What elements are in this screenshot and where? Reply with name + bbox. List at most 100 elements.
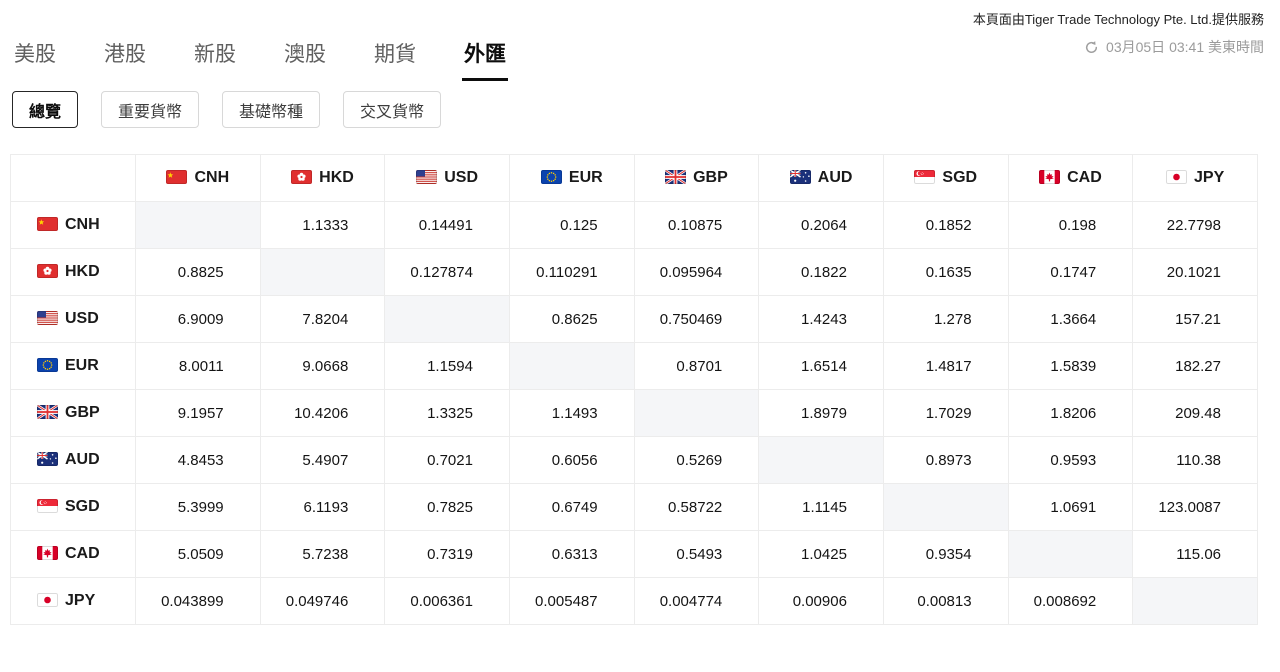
tab-futures[interactable]: 期貨 (374, 43, 416, 66)
rate-cnh-aud[interactable]: 0.2064 (758, 201, 884, 249)
rate-gbp-cad[interactable]: 1.8206 (1007, 389, 1134, 437)
rate-cnh-usd[interactable]: 0.14491 (384, 201, 510, 249)
rate-cad-jpy[interactable]: 115.06 (1132, 530, 1258, 578)
rate-jpy-cnh[interactable]: 0.043899 (135, 577, 261, 625)
tab-forex[interactable]: 外匯 (462, 30, 508, 81)
tab-ipo[interactable]: 新股 (194, 43, 236, 66)
filter-buttons: 總覽 重要貨幣 基礎幣種 交叉貨幣 (0, 81, 1280, 128)
rate-sgd-hkd[interactable]: 6.1193 (259, 483, 386, 531)
rate-usd-eur[interactable]: 0.8625 (508, 295, 635, 343)
rate-eur-hkd[interactable]: 9.0668 (259, 342, 386, 390)
rate-jpy-hkd[interactable]: 0.049746 (259, 577, 386, 625)
rate-sgd-aud[interactable]: 1.1145 (758, 483, 884, 531)
rate-usd-sgd[interactable]: 1.278 (882, 295, 1009, 343)
rate-hkd-usd[interactable]: 0.127874 (384, 248, 510, 296)
rate-jpy-sgd[interactable]: 0.00813 (882, 577, 1009, 625)
rate-gbp-sgd[interactable]: 1.7029 (882, 389, 1009, 437)
rate-aud-usd[interactable]: 0.7021 (384, 436, 510, 484)
diagonal-cell-eur (508, 342, 635, 390)
rate-eur-sgd[interactable]: 1.4817 (882, 342, 1009, 390)
refresh-icon[interactable] (1084, 40, 1099, 55)
rate-usd-cnh[interactable]: 6.9009 (135, 295, 261, 343)
rate-sgd-cnh[interactable]: 5.3999 (135, 483, 261, 531)
rate-cad-eur[interactable]: 0.6313 (508, 530, 635, 578)
rate-aud-eur[interactable]: 0.6056 (508, 436, 635, 484)
rate-eur-cnh[interactable]: 8.0011 (135, 342, 261, 390)
rate-aud-hkd[interactable]: 5.4907 (259, 436, 386, 484)
rate-aud-gbp[interactable]: 0.5269 (633, 436, 760, 484)
rate-hkd-sgd[interactable]: 0.1635 (882, 248, 1009, 296)
rate-gbp-jpy[interactable]: 209.48 (1132, 389, 1258, 437)
filter-base-currencies[interactable]: 基礎幣種 (222, 91, 321, 128)
tab-us-stocks[interactable]: 美股 (14, 43, 56, 66)
row-header-cnh: CNH (10, 201, 136, 249)
rate-aud-cad[interactable]: 0.9593 (1007, 436, 1134, 484)
rate-sgd-gbp[interactable]: 0.58722 (633, 483, 760, 531)
col-header-cad: CAD (1007, 154, 1134, 202)
rate-usd-aud[interactable]: 1.4243 (758, 295, 884, 343)
tab-hk-stocks[interactable]: 港股 (104, 43, 146, 66)
rate-cnh-cad[interactable]: 0.198 (1007, 201, 1134, 249)
diagonal-cell-usd (384, 295, 510, 343)
rate-gbp-hkd[interactable]: 10.4206 (259, 389, 386, 437)
rate-eur-aud[interactable]: 1.6514 (758, 342, 884, 390)
rate-jpy-gbp[interactable]: 0.004774 (633, 577, 760, 625)
rate-usd-jpy[interactable]: 157.21 (1132, 295, 1258, 343)
rate-sgd-jpy[interactable]: 123.0087 (1132, 483, 1258, 531)
rate-hkd-gbp[interactable]: 0.095964 (633, 248, 760, 296)
rate-hkd-eur[interactable]: 0.110291 (508, 248, 635, 296)
rate-cad-gbp[interactable]: 0.5493 (633, 530, 760, 578)
rate-hkd-jpy[interactable]: 20.1021 (1132, 248, 1258, 296)
row-header-cad: CAD (10, 530, 136, 578)
rate-jpy-eur[interactable]: 0.005487 (508, 577, 635, 625)
rate-gbp-usd[interactable]: 1.3325 (384, 389, 510, 437)
rate-gbp-eur[interactable]: 1.1493 (508, 389, 635, 437)
rate-cnh-jpy[interactable]: 22.7798 (1132, 201, 1258, 249)
filter-overview[interactable]: 總覽 (12, 91, 79, 128)
rate-eur-usd[interactable]: 1.1594 (384, 342, 510, 390)
rate-gbp-cnh[interactable]: 9.1957 (135, 389, 261, 437)
rate-cad-hkd[interactable]: 5.7238 (259, 530, 386, 578)
rate-cnh-hkd[interactable]: 1.1333 (259, 201, 386, 249)
rate-hkd-cnh[interactable]: 0.8825 (135, 248, 261, 296)
row-header-usd: USD (10, 295, 136, 343)
flag-aud-icon (36, 451, 58, 467)
col-header-usd: USD (384, 154, 510, 202)
rate-jpy-usd[interactable]: 0.006361 (384, 577, 510, 625)
table-row-sgd: SGD 5.3999 6.1193 0.7825 0.6749 0.58722 1.1145… (10, 483, 1258, 531)
flag-hkd-icon (37, 264, 58, 279)
rate-hkd-aud[interactable]: 0.1822 (758, 248, 884, 296)
rate-sgd-eur[interactable]: 0.6749 (508, 483, 635, 531)
rate-cnh-gbp[interactable]: 0.10875 (633, 201, 760, 249)
currency-code: JPY (65, 591, 96, 609)
rate-usd-hkd[interactable]: 7.8204 (259, 295, 386, 343)
rate-hkd-cad[interactable]: 0.1747 (1007, 248, 1134, 296)
flag-gbp-icon (664, 169, 687, 186)
rate-aud-jpy[interactable]: 110.38 (1132, 436, 1258, 484)
rate-cad-usd[interactable]: 0.7319 (384, 530, 510, 578)
rate-eur-gbp[interactable]: 0.8701 (633, 342, 760, 390)
rate-eur-jpy[interactable]: 182.27 (1132, 342, 1258, 390)
tab-au-stocks[interactable]: 澳股 (284, 43, 326, 66)
rate-jpy-aud[interactable]: 0.00906 (758, 577, 884, 625)
rate-eur-cad[interactable]: 1.5839 (1007, 342, 1134, 390)
rate-cad-aud[interactable]: 1.0425 (758, 530, 884, 578)
rate-cad-cnh[interactable]: 5.0509 (135, 530, 261, 578)
col-header-gbp: GBP (633, 154, 760, 202)
filter-major-currencies[interactable]: 重要貨幣 (101, 91, 200, 128)
rate-sgd-cad[interactable]: 1.0691 (1007, 483, 1134, 531)
rate-aud-sgd[interactable]: 0.8973 (882, 436, 1009, 484)
rate-sgd-usd[interactable]: 0.7825 (384, 483, 510, 531)
rate-jpy-cad[interactable]: 0.008692 (1007, 577, 1134, 625)
rate-cad-sgd[interactable]: 0.9354 (882, 530, 1009, 578)
rate-cnh-eur[interactable]: 0.125 (508, 201, 635, 249)
rate-gbp-aud[interactable]: 1.8979 (758, 389, 884, 437)
rate-cnh-sgd[interactable]: 0.1852 (882, 201, 1009, 249)
flag-jpy-icon (1166, 170, 1187, 185)
flag-cad-icon (37, 546, 58, 561)
rate-usd-gbp[interactable]: 0.750469 (633, 295, 760, 343)
table-row-gbp: GBP 9.1957 10.4206 1.3325 1.1493 1.8979 1.7029… (10, 389, 1258, 437)
rate-usd-cad[interactable]: 1.3664 (1007, 295, 1134, 343)
filter-cross-currencies[interactable]: 交叉貨幣 (343, 91, 442, 128)
rate-aud-cnh[interactable]: 4.8453 (135, 436, 261, 484)
